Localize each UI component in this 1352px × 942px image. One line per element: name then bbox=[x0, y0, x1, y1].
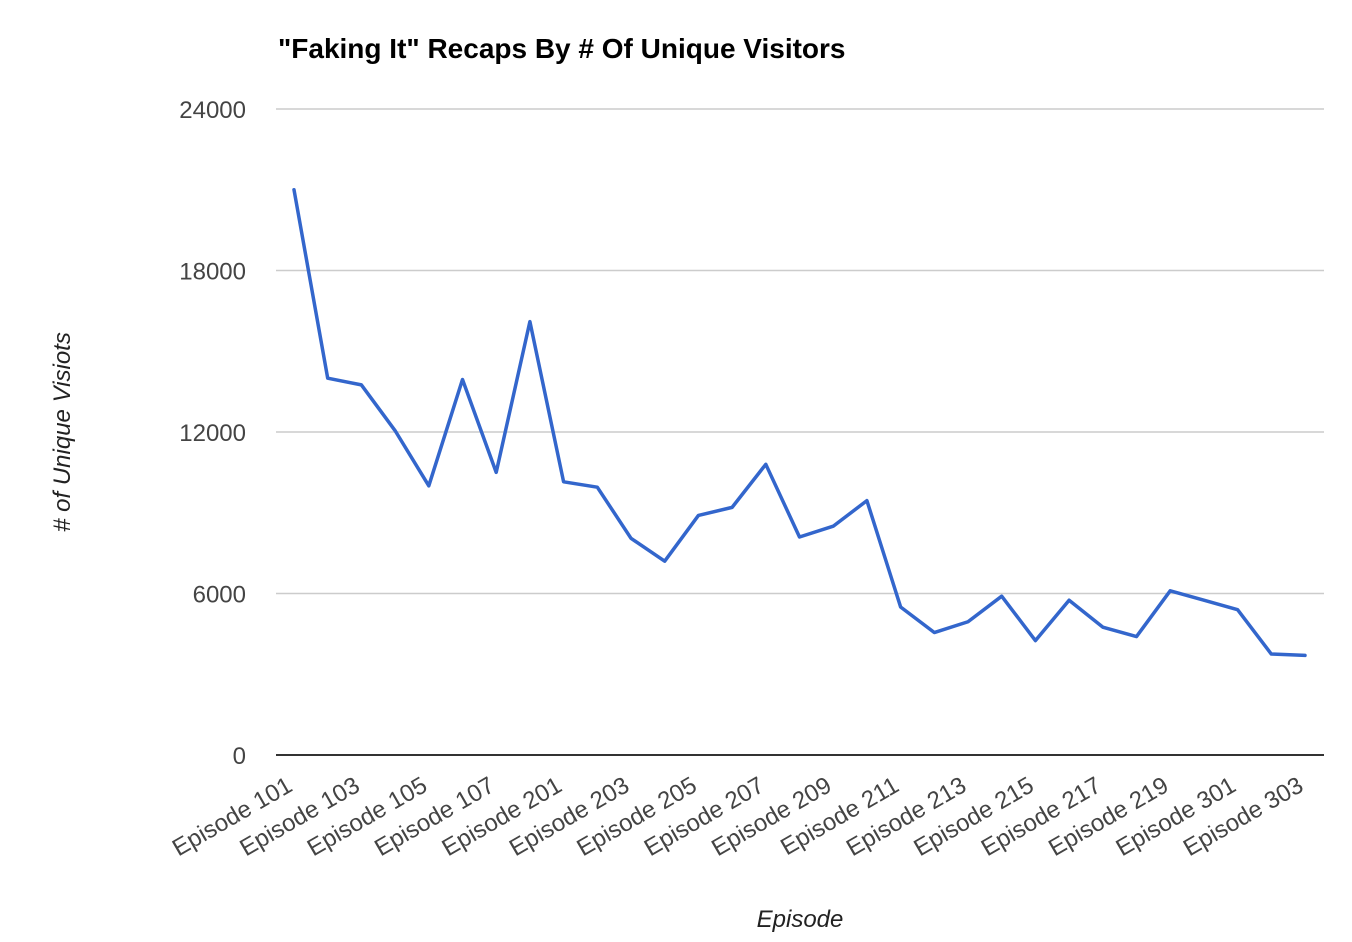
data-point bbox=[561, 479, 567, 485]
data-point bbox=[1066, 597, 1072, 603]
chart-title: "Faking It" Recaps By # Of Unique Visito… bbox=[278, 33, 846, 64]
data-point bbox=[965, 619, 971, 625]
data-point bbox=[1100, 624, 1106, 630]
data-point bbox=[527, 319, 533, 325]
data-point bbox=[1134, 634, 1140, 640]
gridlines bbox=[276, 108, 1324, 595]
data-point bbox=[594, 484, 600, 490]
y-axis-ticks: 0 6000 12000 18000 24000 bbox=[179, 97, 246, 770]
data-point bbox=[931, 630, 937, 636]
y-tick-label: 6000 bbox=[193, 582, 246, 609]
data-point bbox=[392, 428, 398, 434]
series-line bbox=[292, 188, 1307, 658]
data-point bbox=[426, 483, 432, 489]
data-point bbox=[1201, 597, 1207, 603]
y-tick-label: 24000 bbox=[179, 97, 246, 124]
data-points bbox=[291, 187, 1308, 659]
data-point bbox=[864, 498, 870, 504]
data-point bbox=[830, 523, 836, 529]
data-point bbox=[1032, 638, 1038, 644]
data-point bbox=[628, 535, 634, 541]
data-point bbox=[358, 382, 364, 388]
data-point bbox=[695, 512, 701, 518]
data-point bbox=[662, 558, 668, 564]
data-point bbox=[763, 461, 769, 467]
data-point bbox=[898, 604, 904, 610]
data-point bbox=[291, 187, 297, 193]
data-point bbox=[325, 375, 331, 381]
data-point bbox=[1235, 607, 1241, 613]
data-point bbox=[797, 534, 803, 540]
y-tick-label: 12000 bbox=[179, 420, 246, 447]
y-tick-label: 0 bbox=[233, 743, 246, 770]
data-point bbox=[729, 504, 735, 510]
y-axis-label: # of Unique Visiots bbox=[49, 332, 76, 532]
y-tick-label: 18000 bbox=[179, 259, 246, 286]
data-point bbox=[460, 377, 466, 383]
data-point bbox=[493, 469, 499, 475]
data-point bbox=[1268, 651, 1274, 657]
data-point bbox=[999, 593, 1005, 599]
x-axis-label: Episode bbox=[757, 906, 844, 933]
data-point bbox=[1302, 652, 1308, 658]
data-point bbox=[1167, 588, 1173, 594]
